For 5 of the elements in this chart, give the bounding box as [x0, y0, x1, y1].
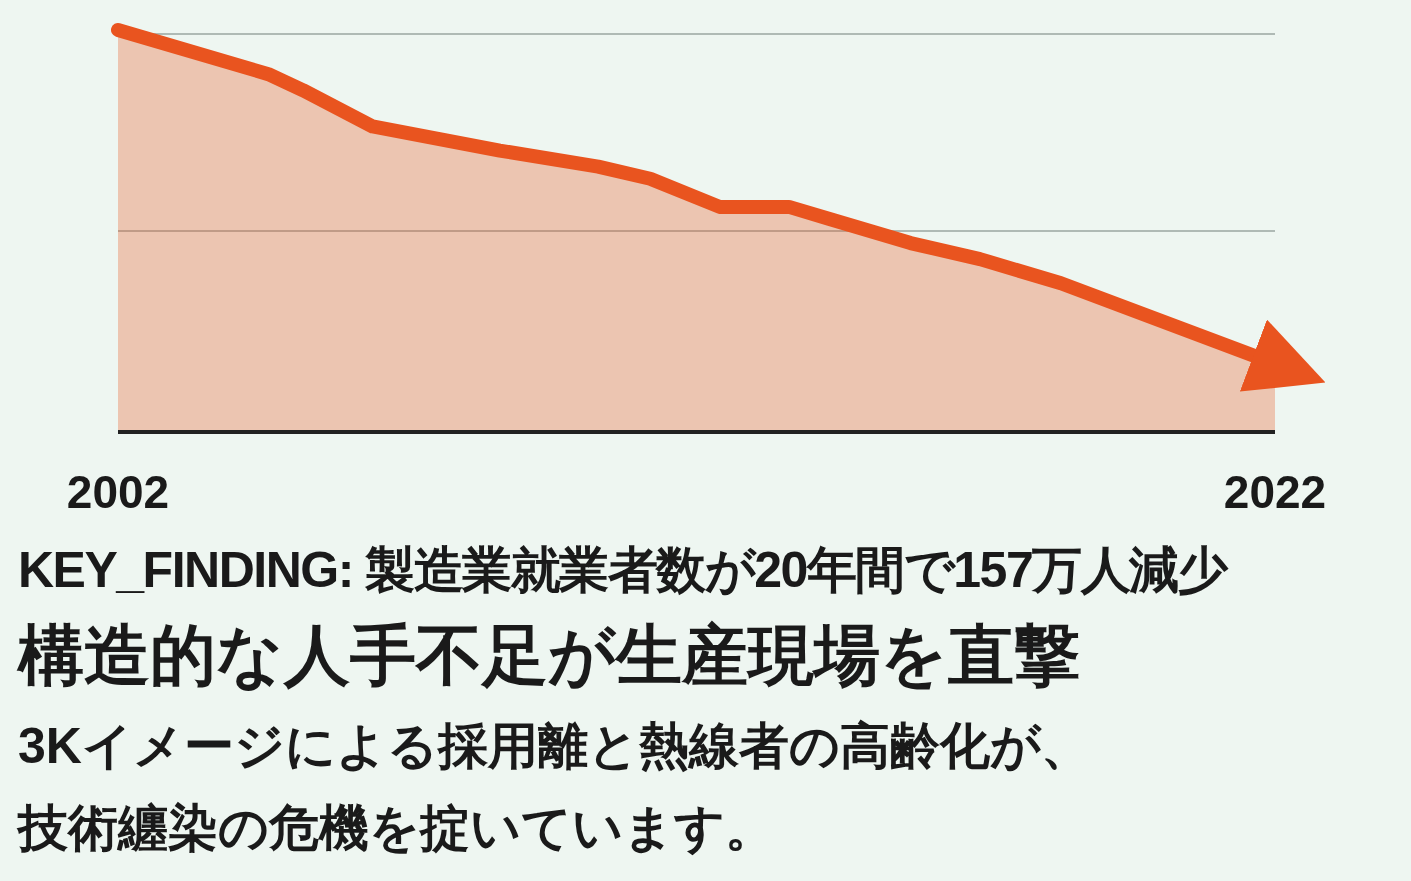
- text: 3Kイメージによる採用離と熱線者の高齢化が、技術纏染の危機を掟いています。: [18, 717, 1092, 858]
- x-tick-label: 2022: [1223, 466, 1327, 518]
- text: KEY_FINDING: 製造業就業者数が20年間で157万人減少: [18, 541, 1229, 600]
- text: 構造的な人手不足が生産現場を直撃: [18, 617, 1081, 694]
- x-tick-label: 2002: [66, 466, 170, 518]
